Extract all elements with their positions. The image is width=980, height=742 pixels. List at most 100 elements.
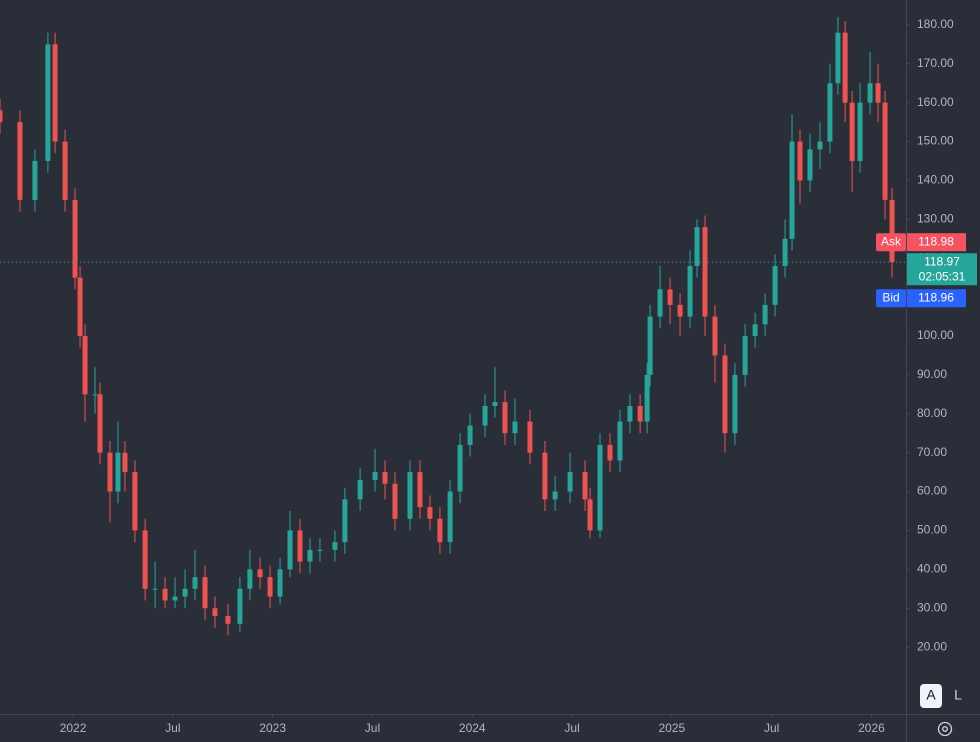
candle-body [152, 588, 158, 590]
candle-body [867, 83, 873, 103]
scale-button-label[interactable]: L [954, 687, 962, 703]
candle-body [317, 549, 323, 551]
candle-body [172, 596, 178, 601]
candle-body [92, 394, 98, 396]
settings-icon[interactable] [937, 721, 953, 737]
candle-body [357, 479, 363, 500]
candle-body [752, 324, 758, 336]
candle-body [797, 141, 803, 181]
y-tick-label: 40.00 [917, 562, 947, 576]
candle-body [552, 491, 558, 500]
candle-body [122, 452, 128, 473]
candle-body [527, 421, 533, 453]
candle-body [247, 569, 253, 589]
y-tick-label: 160.00 [917, 95, 954, 109]
candle-body [732, 374, 738, 434]
candle-body [237, 588, 243, 624]
x-tick-label: Jul [564, 721, 579, 735]
bid-price: 118.96 [918, 290, 954, 304]
candle-body [32, 161, 38, 200]
candle-body [382, 472, 388, 484]
last-price-box [907, 253, 977, 286]
candle-body [62, 141, 68, 200]
candle-body [307, 549, 313, 562]
candle-body [722, 355, 728, 434]
y-tick-label: 130.00 [917, 212, 954, 226]
candle-body [667, 289, 673, 305]
ask-price: 118.98 [918, 234, 954, 248]
bid-price-box [907, 289, 966, 308]
scale-button[interactable] [920, 684, 942, 708]
y-tick-label: 70.00 [917, 445, 947, 459]
settings-ring [937, 721, 953, 737]
candle-body [115, 452, 121, 492]
candle-body [142, 530, 148, 589]
ask-price-box [907, 233, 966, 252]
candle-body [849, 102, 855, 161]
candle-body [807, 149, 813, 181]
candle-body [77, 277, 83, 336]
candle-body [457, 444, 463, 492]
y-tick-label: 80.00 [917, 406, 947, 420]
y-tick-label: 140.00 [917, 173, 954, 187]
candle-body [427, 507, 433, 519]
candle-body [492, 402, 498, 406]
candle-body [372, 472, 378, 480]
scale-button-label[interactable]: A [926, 687, 936, 703]
candle-body [889, 199, 895, 263]
candle-body [647, 316, 653, 375]
ask-tag-box [876, 233, 906, 252]
candle-body [107, 452, 113, 492]
y-tick-label: 90.00 [917, 367, 947, 381]
countdown: 02:05:31 [919, 269, 966, 283]
candle-body [0, 110, 3, 123]
x-tick-label: 2025 [659, 721, 686, 735]
candle-body [627, 406, 633, 422]
candle-body [567, 472, 573, 492]
candle-body [212, 608, 218, 616]
last-price: 118.97 [924, 254, 960, 268]
candle-body [637, 406, 643, 422]
candle-body [437, 518, 443, 543]
bid-tag-label: Bid [882, 290, 899, 304]
candle-body [772, 266, 778, 305]
candle-body [835, 32, 841, 84]
y-tick-label: 50.00 [917, 523, 947, 537]
scale-button[interactable] [946, 683, 970, 709]
y-tick-label: 180.00 [917, 17, 954, 31]
candle-body [712, 316, 718, 356]
candle-body [182, 588, 188, 597]
candle-body [677, 304, 683, 317]
candle-body [277, 569, 283, 597]
candle-body [789, 141, 795, 239]
candle-body [582, 472, 588, 500]
candle-body [617, 421, 623, 461]
x-tick-label: 2024 [459, 721, 486, 735]
candle-body [587, 499, 593, 531]
candle-body [502, 402, 508, 434]
candle-body [644, 374, 650, 422]
candle-body [225, 616, 231, 624]
candle-body [742, 336, 748, 375]
candle-body [694, 227, 700, 266]
candle-body [192, 577, 198, 589]
candle-body [257, 569, 263, 578]
candle-body [417, 472, 423, 508]
candle-body [72, 199, 78, 278]
candle-body [782, 238, 788, 266]
settings-core [942, 726, 948, 732]
candle-body [827, 83, 833, 142]
candle-body [332, 542, 338, 550]
candle-body [842, 32, 848, 103]
candle-body [97, 394, 103, 453]
candle-body [762, 304, 768, 325]
candle-body [267, 577, 273, 597]
candle-body [162, 588, 168, 601]
candle-body [817, 141, 823, 150]
candle-body [607, 444, 613, 461]
x-tick-label: 2022 [60, 721, 87, 735]
x-tick-label: Jul [165, 721, 180, 735]
y-tick-label: 170.00 [917, 56, 954, 70]
candle-body [287, 530, 293, 570]
